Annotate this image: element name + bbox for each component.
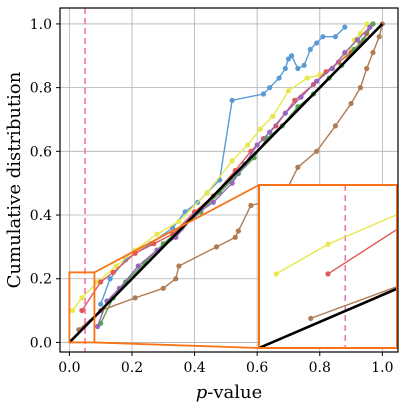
x-axis-label-italic: p xyxy=(196,382,208,403)
series-point xyxy=(370,49,376,56)
series-point xyxy=(270,113,276,119)
series-point-inset xyxy=(325,241,331,247)
series-point xyxy=(364,65,370,72)
series-point xyxy=(79,295,85,301)
inset-background xyxy=(259,185,397,348)
series-point xyxy=(132,295,138,301)
series-point xyxy=(307,46,313,53)
series-point xyxy=(354,37,360,43)
series-point xyxy=(176,218,182,225)
series-point xyxy=(229,180,235,186)
series-point xyxy=(229,97,235,103)
series-point xyxy=(232,234,238,240)
inset-zoom xyxy=(68,184,398,349)
x-tick-label: 0.6 xyxy=(246,360,268,376)
series-point xyxy=(342,49,348,56)
diagonal-reference-line xyxy=(68,23,384,344)
series-point xyxy=(276,75,282,81)
series-point xyxy=(376,34,382,40)
series-point xyxy=(94,323,101,330)
series-point xyxy=(370,21,376,27)
series-point xyxy=(154,231,160,237)
y-tick-label: 1.0 xyxy=(30,17,52,33)
series-point xyxy=(348,100,354,107)
zoom-region-box xyxy=(68,271,96,344)
inset-connector xyxy=(94,184,260,274)
y-tick-label: 0.4 xyxy=(30,208,52,224)
series-point xyxy=(295,164,301,170)
series-point xyxy=(332,34,339,40)
x-tick-label: 0.4 xyxy=(183,360,205,376)
series-point xyxy=(135,263,141,269)
inset-connector xyxy=(94,341,260,349)
series-point xyxy=(160,285,166,291)
series-point xyxy=(314,40,320,46)
grid xyxy=(60,8,398,352)
series-point xyxy=(342,24,348,30)
series-point xyxy=(335,59,342,65)
y-tick-label: 0.2 xyxy=(30,272,52,288)
series-point xyxy=(282,110,288,116)
plot-frame xyxy=(59,7,399,353)
series-point xyxy=(254,142,260,148)
inset-plot xyxy=(259,185,397,348)
series-point-inset xyxy=(325,271,331,277)
series-point xyxy=(314,148,320,154)
plot-area xyxy=(68,8,385,352)
series-point xyxy=(229,158,235,164)
series-point xyxy=(98,279,104,285)
series-point xyxy=(248,202,254,209)
series-point xyxy=(364,21,370,27)
series-point xyxy=(113,263,119,269)
series-point xyxy=(285,88,292,94)
axis-ticks: 0.0 0.2 0.4 0.6 0.8 1.0 0.0 0.2 0.4 0.6 0.8 1.0 xyxy=(30,17,394,376)
series-point xyxy=(213,244,220,250)
series-point xyxy=(298,94,304,100)
x-axis-label-rest: -value xyxy=(207,382,262,403)
series-point xyxy=(110,269,116,275)
x-tick-label: 0.0 xyxy=(58,360,80,376)
series-point xyxy=(235,228,241,234)
series-point xyxy=(69,307,76,314)
series-point xyxy=(285,56,292,62)
series-point xyxy=(320,34,326,40)
series-point xyxy=(173,276,179,282)
series-point xyxy=(260,91,267,97)
series-point xyxy=(210,199,216,205)
series-point xyxy=(282,65,288,72)
y-axis-label: Cumulative distribution xyxy=(4,71,25,288)
series-point xyxy=(79,307,85,314)
x-axis-label: p-value xyxy=(196,382,263,403)
series-point xyxy=(204,190,210,196)
inset-frame xyxy=(258,184,398,349)
series-point-inset xyxy=(273,271,279,277)
series-point xyxy=(295,65,301,72)
y-tick-label: 0.0 xyxy=(30,335,52,351)
series-point xyxy=(176,263,182,269)
series-point xyxy=(304,75,310,81)
series-point xyxy=(301,62,307,68)
series-point xyxy=(267,85,273,91)
series-point xyxy=(288,53,295,59)
series-point xyxy=(98,301,104,307)
y-tick-label: 0.6 xyxy=(30,144,52,160)
series-point xyxy=(357,85,364,91)
x-tick-label: 0.8 xyxy=(309,360,331,376)
series-point xyxy=(332,123,339,129)
x-tick-label: 0.2 xyxy=(121,360,143,376)
series-point xyxy=(257,126,263,132)
series-point xyxy=(107,276,113,282)
series-point xyxy=(367,24,373,30)
series-point-inset xyxy=(308,315,314,321)
series-point xyxy=(314,78,320,84)
series-point xyxy=(245,142,251,148)
x-tick-label: 1.0 xyxy=(371,360,393,376)
y-tick-label: 0.8 xyxy=(30,81,52,97)
series-point xyxy=(329,65,335,72)
series-point xyxy=(267,129,273,135)
